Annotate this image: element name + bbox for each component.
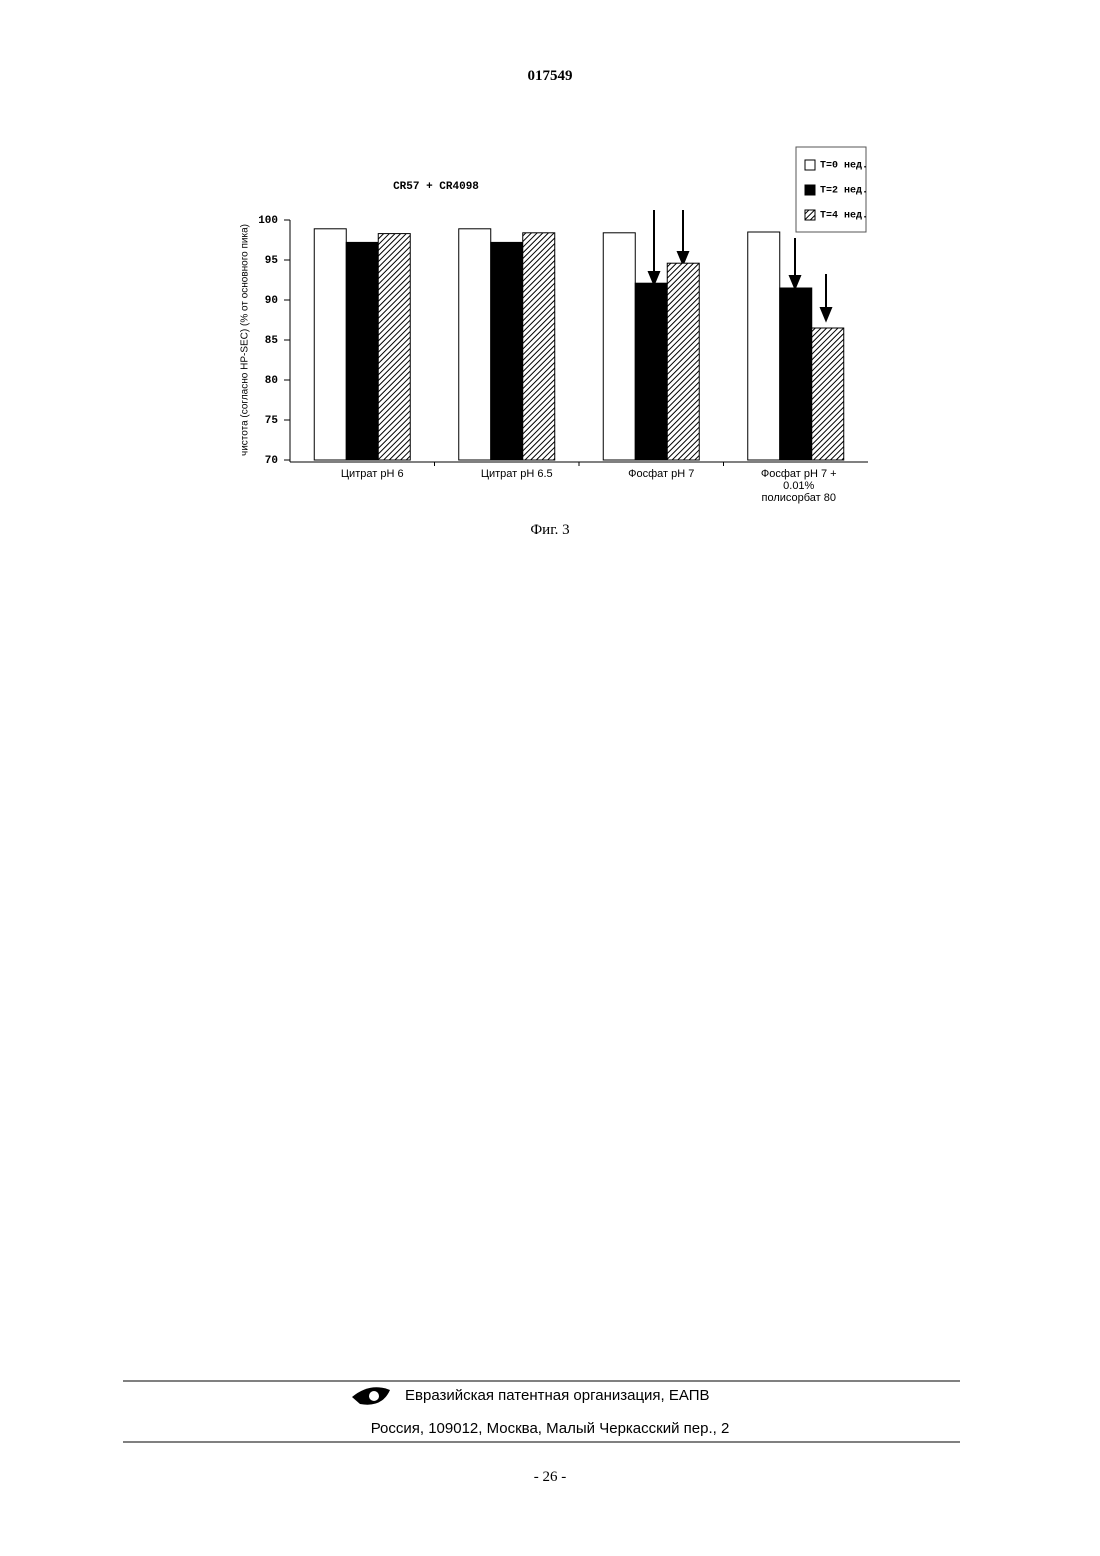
bar xyxy=(459,229,491,460)
page-number: - 26 - xyxy=(0,1469,1100,1486)
bar xyxy=(378,234,410,460)
footer-address: Россия, 109012, Москва, Малый Черкасский… xyxy=(0,1420,1100,1437)
legend-swatch xyxy=(805,160,815,170)
legend-label: T=4 нед. xyxy=(820,211,868,222)
x-tick-label: Фосфат pH 7 xyxy=(601,468,721,480)
bar xyxy=(491,242,523,460)
y-tick-label: 90 xyxy=(265,295,278,307)
footer-organization: Евразийская патентная организация, ЕАПВ xyxy=(405,1387,710,1404)
chart-title: CR57 + CR4098 xyxy=(393,181,479,193)
bar xyxy=(667,263,699,460)
x-tick-label: Цитрат pH 6 xyxy=(312,468,432,480)
legend-label: T=0 нед. xyxy=(820,161,868,172)
legend-swatch xyxy=(805,185,815,195)
y-tick-label: 80 xyxy=(265,375,278,387)
y-tick-label: 70 xyxy=(265,455,278,467)
bar xyxy=(603,233,635,460)
bar xyxy=(812,328,844,460)
x-tick-label: Фосфат pH 7 + 0.01% полисорбат 80 xyxy=(754,468,844,504)
bar xyxy=(523,233,555,460)
bar xyxy=(314,229,346,460)
bar xyxy=(780,288,812,460)
y-axis-label: чистота (согласно HP-SEC) (% от основног… xyxy=(240,224,251,456)
legend-label: T=2 нед. xyxy=(820,186,868,197)
legend-swatch xyxy=(805,210,815,220)
page: CR57 + CR4098 чистота (согласно HP-SEC) … xyxy=(0,0,1100,1556)
bar xyxy=(635,283,667,460)
bar xyxy=(346,242,378,460)
y-tick-label: 95 xyxy=(265,255,279,267)
chart: CR57 + CR4098 чистота (согласно HP-SEC) … xyxy=(0,0,1100,1556)
y-tick-label: 100 xyxy=(258,215,278,227)
bar xyxy=(748,232,780,460)
figure-caption: Фиг. 3 xyxy=(0,522,1100,539)
logo xyxy=(352,1387,390,1405)
y-tick-label: 85 xyxy=(265,335,279,347)
y-tick-label: 75 xyxy=(265,415,279,427)
x-tick-label: Цитрат pH 6.5 xyxy=(457,468,577,480)
patent-number: 017549 xyxy=(0,68,1100,85)
